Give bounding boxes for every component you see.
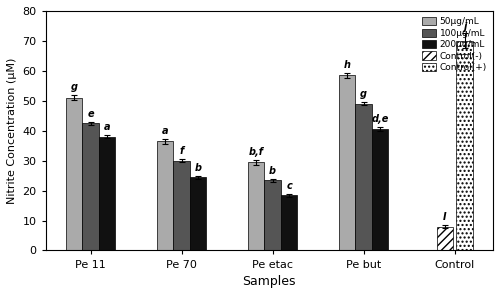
Text: e: e [88,109,94,119]
Legend: 50μg/mL, 100μg/mL, 200μg/mL, Control(-), Control(+): 50μg/mL, 100μg/mL, 200μg/mL, Control(-),… [420,15,488,74]
Text: h: h [344,60,351,70]
Text: b,f: b,f [248,147,264,157]
Bar [356,104,372,250]
Bar [190,177,206,250]
Bar [174,161,190,250]
Bar [157,141,174,250]
Text: I: I [443,212,446,222]
Text: b: b [269,165,276,176]
Text: b: b [194,163,202,173]
Text: d,e: d,e [372,114,388,124]
Text: a: a [162,126,168,136]
Text: j: j [463,22,466,32]
Text: g: g [360,89,367,99]
X-axis label: Samples: Samples [242,275,296,288]
Bar [456,41,472,250]
Bar [248,162,264,250]
Text: f: f [180,146,184,156]
Bar [66,98,82,250]
Text: g: g [70,82,78,92]
Bar [281,195,297,250]
Bar [82,123,99,250]
Text: c: c [286,181,292,191]
Bar [372,129,388,250]
Y-axis label: Nitrite Concentration (μM): Nitrite Concentration (μM) [7,58,17,204]
Bar [339,75,355,250]
Bar [99,137,115,250]
Bar [264,180,281,250]
Bar [436,227,453,250]
Text: a: a [104,122,110,132]
